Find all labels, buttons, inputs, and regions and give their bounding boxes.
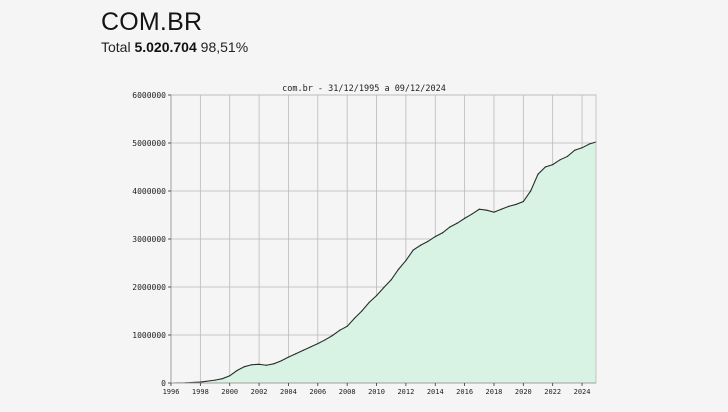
- total-value: 5.020.704: [134, 39, 197, 55]
- data-point: [537, 173, 539, 175]
- data-point: [566, 155, 568, 158]
- data-point: [419, 244, 422, 246]
- data-point: [361, 310, 363, 312]
- data-point: [353, 317, 356, 319]
- total-label: Total: [101, 39, 131, 55]
- x-tick-label: 1996: [163, 388, 180, 396]
- x-tick-label: 2012: [397, 388, 414, 396]
- data-point: [412, 249, 414, 251]
- data-point: [339, 329, 341, 331]
- data-point: [493, 211, 495, 213]
- data-point: [441, 232, 444, 234]
- data-point: [236, 369, 238, 372]
- y-tick-label: 4000000: [132, 187, 166, 196]
- y-tick-label: 2000000: [132, 283, 166, 292]
- total-summary: Total 5.020.704 98,51%: [101, 38, 248, 56]
- data-point: [478, 208, 480, 210]
- data-point: [368, 301, 370, 303]
- total-percent: 98,51%: [200, 39, 249, 55]
- data-point: [427, 240, 429, 242]
- data-point: [287, 356, 290, 358]
- data-point: [375, 295, 378, 297]
- x-tick-label: 2020: [515, 388, 532, 396]
- x-tick-label: 2008: [339, 388, 356, 396]
- x-tick-label: 2004: [280, 388, 297, 396]
- data-point: [449, 226, 451, 228]
- data-point: [530, 190, 532, 192]
- data-point: [559, 159, 561, 161]
- x-tick-label: 1998: [192, 388, 209, 396]
- area-series: [170, 141, 597, 384]
- data-point: [251, 364, 253, 366]
- data-point: [390, 279, 392, 281]
- y-tick-label: 5000000: [132, 139, 166, 148]
- data-point: [309, 346, 312, 348]
- y-tick-label: 6000000: [132, 91, 166, 100]
- data-point: [588, 143, 590, 145]
- x-tick-label: 2016: [456, 388, 473, 396]
- data-point: [464, 217, 466, 219]
- data-point: [346, 325, 348, 327]
- y-axis-ticks: 0 1000000 2000000 3000000 4000000 5000000 6000…: [132, 91, 171, 388]
- data-point: [456, 222, 458, 224]
- data-point: [471, 213, 473, 215]
- data-point: [258, 363, 260, 365]
- data-point: [500, 208, 502, 210]
- y-tick-label: 3000000: [132, 235, 166, 244]
- data-point: [221, 378, 223, 380]
- series-line: [170, 141, 597, 384]
- data-point: [199, 381, 201, 383]
- data-point: [574, 149, 576, 151]
- data-point: [331, 334, 334, 337]
- data-point: [515, 203, 517, 206]
- data-point: [317, 343, 319, 345]
- x-tick-label: 2010: [368, 388, 385, 396]
- data-point: [552, 164, 554, 166]
- x-tick-label: 2002: [251, 388, 268, 396]
- x-tick-label: 2000: [221, 388, 238, 396]
- x-axis-ticks: 1996 1998 2000 2002 2004 2006 2008 2010 2012 2014…: [163, 383, 591, 396]
- data-point: [486, 209, 488, 211]
- x-tick-label: 2014: [427, 388, 444, 396]
- data-point: [280, 360, 282, 362]
- data-point: [383, 286, 385, 289]
- data-point: [397, 268, 400, 270]
- chart-title: com.br - 31/12/1995 a 09/12/2024: [282, 84, 446, 94]
- data-point: [302, 349, 304, 351]
- y-tick-label: 1000000: [132, 331, 166, 340]
- area-fill: [171, 142, 596, 383]
- x-tick-label: 2024: [574, 388, 591, 396]
- data-point: [581, 147, 583, 149]
- data-point: [295, 353, 297, 355]
- data-point: [522, 200, 524, 203]
- data-point: [405, 260, 407, 262]
- data-point: [214, 379, 216, 381]
- y-tick-label: 0: [161, 379, 166, 388]
- data-point: [273, 363, 275, 365]
- header: COM.BR Total 5.020.704 98,51%: [101, 8, 248, 56]
- x-tick-label: 2022: [544, 388, 561, 396]
- data-point: [508, 205, 510, 207]
- data-point: [243, 366, 245, 368]
- page-title: COM.BR: [101, 8, 203, 36]
- x-tick-label: 2018: [486, 388, 503, 396]
- data-point: [324, 339, 326, 341]
- data-point: [544, 166, 546, 168]
- data-point: [265, 364, 268, 366]
- data-point: [229, 375, 231, 377]
- data-point: [434, 236, 436, 238]
- x-tick-label: 2006: [309, 388, 326, 396]
